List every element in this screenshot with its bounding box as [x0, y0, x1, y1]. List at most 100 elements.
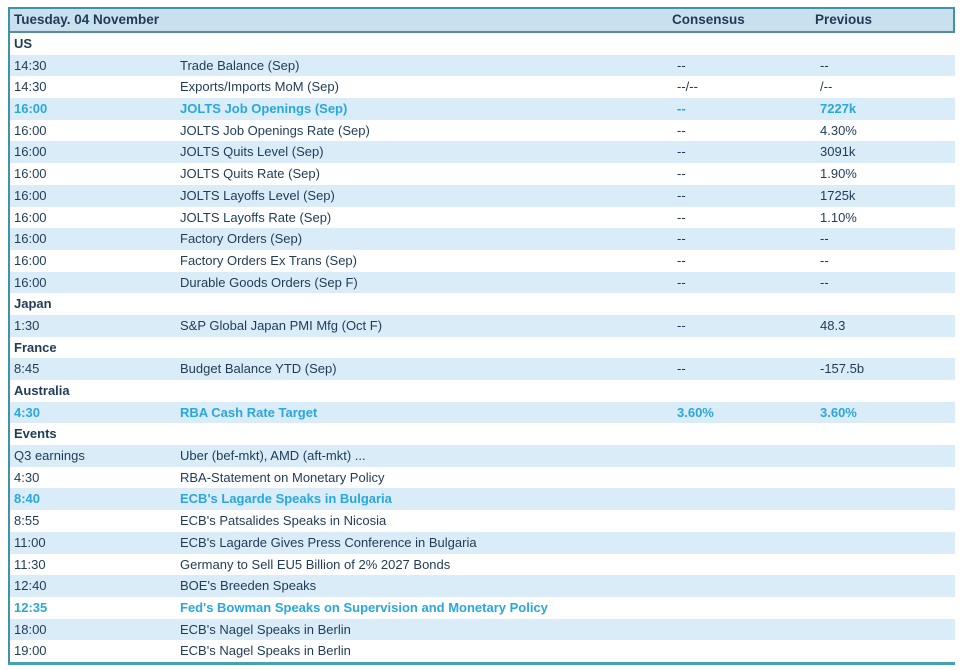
- table-row: 8:40 ECB's Lagarde Speaks in Bulgaria: [10, 488, 955, 511]
- time-cell: 16:00: [14, 231, 47, 247]
- section-header-row: Events: [10, 423, 955, 446]
- time-cell: 8:45: [14, 361, 40, 377]
- time-cell: 16:00: [14, 252, 47, 268]
- time-cell: 1:30: [14, 317, 40, 333]
- consensus-cell: --: [677, 166, 686, 182]
- consensus-cell: --: [677, 361, 686, 377]
- event-cell: JOLTS Job Openings (Sep): [180, 101, 348, 117]
- previous-cell: -157.5b: [820, 361, 865, 377]
- time-cell: 4:30: [14, 404, 41, 420]
- previous-cell: 7227k: [820, 101, 857, 117]
- section-header-row: Australia: [10, 380, 955, 402]
- section-header-row: France: [10, 336, 955, 359]
- table-row: 1:30 S&P Global Japan PMI Mfg (Oct F) -- 48…: [10, 314, 955, 337]
- event-cell: ECB's Nagel Speaks in Berlin: [180, 621, 351, 637]
- time-cell: 4:30: [14, 469, 40, 485]
- time-cell: 16:00: [14, 187, 47, 203]
- section-name: Events: [14, 426, 57, 442]
- consensus-cell: --: [677, 101, 686, 117]
- table-row: 16:00 JOLTS Quits Level (Sep) -- 3091k: [10, 141, 955, 164]
- table-row: 16:00 JOLTS Job Openings (Sep) -- 7227k: [10, 98, 955, 120]
- consensus-cell: --: [677, 231, 686, 247]
- event-cell: S&P Global Japan PMI Mfg (Oct F): [180, 317, 383, 333]
- table-row: 18:00 ECB's Nagel Speaks in Berlin: [10, 618, 955, 641]
- consensus-cell: --: [677, 57, 686, 73]
- time-cell: 11:00: [14, 534, 46, 550]
- consensus-cell: --: [677, 144, 686, 160]
- previous-cell: --: [820, 231, 829, 247]
- table-row: 12:35 Fed's Bowman Speaks on Supervision …: [10, 596, 955, 619]
- time-cell: 12:40: [14, 578, 47, 594]
- previous-cell: 4.30%: [820, 122, 857, 138]
- event-cell: JOLTS Layoffs Rate (Sep): [180, 209, 332, 225]
- previous-cell: --: [820, 274, 829, 290]
- consensus-cell: --: [677, 122, 686, 138]
- event-cell: RBA Cash Rate Target: [180, 404, 318, 420]
- time-cell: 18:00: [14, 621, 47, 637]
- table-row: 16:00 Factory Orders Ex Trans (Sep) -- --: [10, 249, 955, 272]
- event-cell: Budget Balance YTD (Sep): [180, 361, 337, 377]
- table-row: 16:00 Durable Goods Orders (Sep F) -- --: [10, 271, 955, 294]
- section-header-row: Japan: [10, 293, 955, 315]
- event-cell: Germany to Sell EU5 Billion of 2% 2027 B…: [180, 556, 451, 572]
- table-row: 16:00 Factory Orders (Sep) -- --: [10, 228, 955, 250]
- table-row: 19:00 ECB's Nagel Speaks in Berlin: [10, 640, 955, 662]
- event-cell: JOLTS Quits Rate (Sep): [180, 166, 320, 182]
- table-header-row: Tuesday. 04 November Consensus Previous: [10, 7, 955, 33]
- event-cell: JOLTS Layoffs Level (Sep): [180, 187, 335, 203]
- time-cell: 14:30: [14, 79, 47, 95]
- event-cell: Exports/Imports MoM (Sep): [180, 79, 339, 95]
- previous-column-header: Previous: [815, 12, 873, 28]
- time-cell: Q3 earnings: [14, 448, 85, 464]
- time-cell: 16:00: [14, 144, 47, 160]
- table-body: US 14:30 Trade Balance (Sep) -- -- 14:30 Expor…: [10, 33, 955, 662]
- previous-cell: --: [820, 252, 829, 268]
- event-cell: Durable Goods Orders (Sep F): [180, 274, 358, 290]
- time-cell: 8:55: [14, 513, 40, 529]
- section-name: Australia: [14, 383, 70, 398]
- event-cell: ECB's Lagarde Gives Press Conference in …: [180, 534, 477, 550]
- section-name: France: [14, 339, 57, 355]
- previous-cell: 48.3: [820, 317, 846, 333]
- event-cell: ECB's Lagarde Speaks in Bulgaria: [180, 491, 392, 507]
- consensus-cell: --: [677, 274, 686, 290]
- section-header-row: US: [10, 33, 955, 55]
- table-row: 16:00 JOLTS Layoffs Level (Sep) -- 1725k: [10, 184, 955, 207]
- time-cell: 8:40: [14, 491, 41, 507]
- event-cell: ECB's Nagel Speaks in Berlin: [180, 643, 351, 659]
- previous-cell: --: [820, 57, 829, 73]
- table-row: 4:30 RBA-Statement on Monetary Policy: [10, 466, 955, 489]
- time-cell: 16:00: [14, 122, 47, 138]
- previous-cell: 3.60%: [820, 404, 857, 420]
- event-cell: Factory Orders Ex Trans (Sep): [180, 252, 357, 268]
- time-cell: 11:30: [14, 556, 46, 572]
- table-row: Q3 earnings Uber (bef-mkt), AMD (aft-mkt)…: [10, 445, 955, 467]
- event-cell: JOLTS Quits Level (Sep): [180, 144, 324, 160]
- time-cell: 16:00: [14, 101, 48, 117]
- table-row: 16:00 JOLTS Job Openings Rate (Sep) -- 4.30…: [10, 119, 955, 142]
- table-row: 11:30 Germany to Sell EU5 Billion of 2% 2…: [10, 553, 955, 576]
- time-cell: 16:00: [14, 166, 47, 182]
- time-cell: 14:30: [14, 57, 47, 73]
- time-cell: 19:00: [14, 643, 47, 659]
- table-row: 11:00 ECB's Lagarde Gives Press Conferenc…: [10, 531, 955, 554]
- previous-cell: 1.10%: [820, 209, 857, 225]
- previous-cell: /--: [820, 79, 833, 95]
- event-cell: Uber (bef-mkt), AMD (aft-mkt) ...: [180, 448, 366, 464]
- table-row: 16:00 JOLTS Layoffs Rate (Sep) -- 1.10%: [10, 206, 955, 229]
- table-row: 4:30 RBA Cash Rate Target 3.60% 3.60%: [10, 401, 955, 424]
- previous-cell: 3091k: [820, 144, 856, 160]
- event-cell: Factory Orders (Sep): [180, 231, 303, 247]
- consensus-cell: 3.60%: [677, 404, 714, 420]
- table-row: 16:00 JOLTS Quits Rate (Sep) -- 1.90%: [10, 163, 955, 185]
- section-name: Japan: [14, 296, 52, 312]
- previous-cell: 1725k: [820, 187, 856, 203]
- event-cell: BOE's Breeden Speaks: [180, 578, 317, 594]
- event-cell: Trade Balance (Sep): [180, 57, 300, 73]
- table-row: 8:45 Budget Balance YTD (Sep) -- -157.5b: [10, 358, 955, 380]
- consensus-cell: --: [677, 209, 686, 225]
- time-cell: 16:00: [14, 209, 47, 225]
- time-cell: 16:00: [14, 274, 47, 290]
- consensus-cell: --: [677, 187, 686, 203]
